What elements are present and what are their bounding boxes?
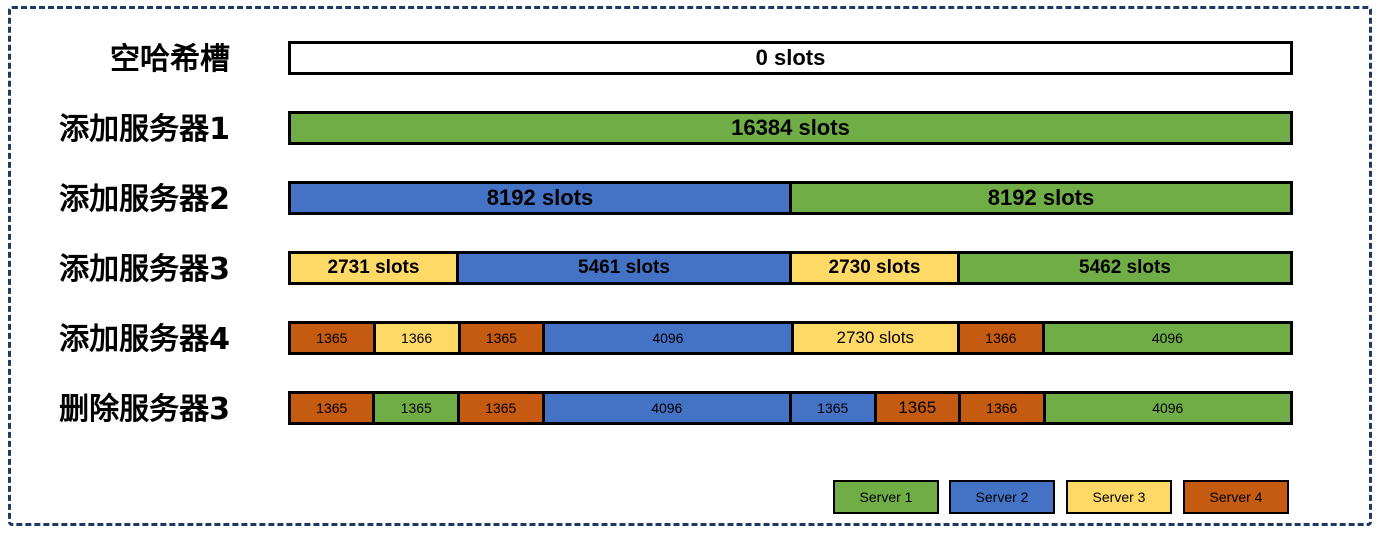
diagram-frame — [8, 6, 1372, 526]
slot-segment-server1: 4096 — [1042, 394, 1291, 422]
slot-segment-server1: 8192 slots — [789, 184, 1290, 212]
slot-segment-server4: 1366 — [956, 324, 1042, 352]
slot-segment-empty: 0 slots — [291, 44, 1290, 72]
slot-bar-empty: 0 slots — [288, 41, 1293, 75]
slot-segment-server2: 5461 slots — [456, 254, 789, 282]
slot-segment-server4: 1365 — [873, 394, 958, 422]
slot-segment-server4: 1365 — [457, 324, 543, 352]
slot-segment-server3: 2730 slots — [789, 254, 957, 282]
slot-segment-server4: 1366 — [957, 394, 1043, 422]
slot-segment-server3: 1366 — [372, 324, 458, 352]
slot-bar-add-server-1: 16384 slots — [288, 111, 1293, 145]
slot-segment-server2: 4096 — [542, 324, 791, 352]
row-label-add-server-2: 添加服务器2 — [59, 182, 230, 217]
row-label-remove-server-3: 删除服务器3 — [59, 392, 230, 427]
slot-bar-add-server-4: 1365 1366 1365 4096 2730 slots 1366 4096 — [288, 321, 1293, 355]
slot-segment-server3: 2730 slots — [790, 324, 957, 352]
slot-segment-server4: 1365 — [291, 394, 373, 422]
slot-segment-server2: 1365 — [789, 394, 874, 422]
row-label-empty: 空哈希槽 — [110, 42, 230, 77]
legend-server-4: Server 4 — [1183, 480, 1289, 514]
slot-segment-server3: 2731 slots — [291, 254, 457, 282]
slot-segment-server1: 16384 slots — [291, 114, 1290, 142]
slot-segment-server1: 4096 — [1041, 324, 1291, 352]
slot-segment-server2: 8192 slots — [291, 184, 789, 212]
slot-segment-server1: 5462 slots — [956, 254, 1290, 282]
slot-segment-server4: 1365 — [291, 324, 373, 352]
slot-bar-add-server-3: 2731 slots 5461 slots 2730 slots 5462 slots — [288, 251, 1293, 285]
slot-bar-add-server-2: 8192 slots 8192 slots — [288, 181, 1293, 215]
slot-segment-server1: 1365 — [372, 394, 458, 422]
legend-server-2: Server 2 — [949, 480, 1055, 514]
legend-server-3: Server 3 — [1066, 480, 1172, 514]
row-label-add-server-4: 添加服务器4 — [59, 322, 230, 357]
slot-segment-server2: 4096 — [541, 394, 790, 422]
row-label-add-server-1: 添加服务器1 — [59, 112, 230, 147]
slot-segment-server4: 1365 — [457, 394, 542, 422]
slot-bar-remove-server-3: 1365 1365 1365 4096 1365 1365 1366 4096 — [288, 391, 1293, 425]
row-label-add-server-3: 添加服务器3 — [59, 252, 230, 287]
legend-server-1: Server 1 — [833, 480, 939, 514]
